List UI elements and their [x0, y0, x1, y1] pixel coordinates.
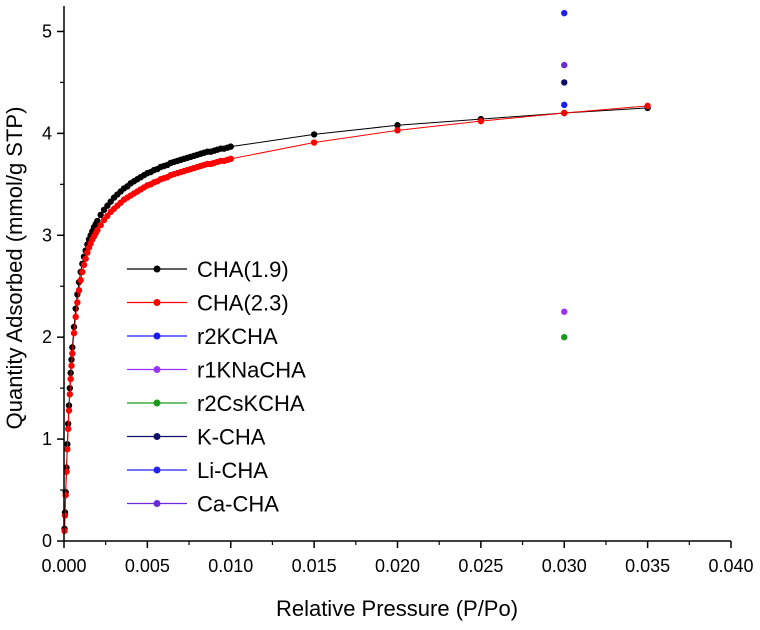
legend-swatch-marker — [153, 366, 161, 373]
data-point — [80, 261, 88, 269]
legend-swatch-marker — [153, 399, 161, 407]
series-CHA(2.3) — [61, 102, 651, 535]
legend-label: K-CHA — [197, 425, 266, 450]
legend-swatch-marker — [153, 265, 161, 273]
data-point — [65, 407, 73, 414]
data-point — [63, 468, 70, 475]
legend-item: K-CHA — [127, 425, 266, 450]
series-Li-CHA — [561, 9, 568, 17]
data-point — [68, 362, 75, 369]
data-point — [97, 221, 104, 229]
y-tick-label: 0 — [42, 531, 52, 551]
x-tick-label: 0.020 — [375, 556, 420, 576]
y-axis-title: Quantity Adsorbed (mmol/g STP) — [2, 107, 27, 430]
data-point — [77, 276, 84, 284]
x-tick-label: 0.035 — [625, 556, 670, 576]
data-point — [61, 512, 69, 519]
data-point — [64, 425, 72, 433]
legend-item: Li-CHA — [127, 458, 268, 483]
legend-item: CHA(2.3) — [127, 291, 289, 316]
legend-item: CHA(1.9) — [127, 257, 289, 282]
series-CHA(1.9) — [61, 104, 651, 532]
series-K-CHA — [561, 79, 568, 86]
legend-label: r2KCHA — [197, 324, 278, 349]
legend-label: r2CsKCHA — [197, 391, 305, 416]
data-point — [227, 143, 234, 150]
data-point — [561, 79, 568, 86]
data-point — [94, 226, 101, 234]
data-point — [82, 255, 89, 262]
data-point — [561, 101, 568, 109]
data-point — [69, 350, 76, 357]
legend-swatch-marker — [153, 299, 161, 306]
data-point — [644, 102, 651, 110]
x-axis: 0.000 0.005 0.010 0.015 0.020 0.025 0.030 0.035… — [41, 540, 754, 576]
data-point — [64, 446, 71, 453]
y-axis: 0 1 2 3 4 5 — [42, 6, 65, 551]
data-point — [74, 299, 81, 306]
legend-item: r1KNaCHA — [127, 358, 306, 383]
y-tick-label: 3 — [42, 225, 52, 245]
x-tick-label: 0.030 — [542, 556, 587, 576]
series-r2CsKCHA — [561, 333, 568, 341]
y-tick-label: 5 — [42, 21, 52, 41]
series-layer — [61, 9, 651, 535]
data-point — [79, 268, 86, 276]
data-point — [561, 308, 568, 315]
x-ticks: 0.000 0.005 0.010 0.015 0.020 0.025 0.030 0.035… — [41, 541, 754, 576]
data-point — [70, 329, 78, 337]
y-tick-label: 4 — [42, 123, 52, 143]
series-r2KCHA — [561, 101, 568, 109]
legend-swatch-marker — [153, 466, 161, 474]
legend-label: Li-CHA — [197, 458, 268, 483]
data-point — [75, 287, 83, 294]
data-point — [394, 122, 401, 129]
y-tick-label: 2 — [42, 327, 52, 347]
data-point — [477, 117, 485, 125]
series-r1KNaCHA — [561, 308, 568, 315]
data-point — [394, 127, 401, 134]
legend: CHA(1.9) CHA(2.3) r2KCHA r1KNaCHA r2CsKCHA K-… — [127, 257, 306, 517]
legend-item: r2KCHA — [127, 324, 278, 349]
legend-item: r2CsKCHA — [127, 391, 305, 416]
plot-area — [61, 9, 651, 535]
legend-label: r1KNaCHA — [197, 358, 306, 383]
x-tick-label: 0.015 — [292, 556, 337, 576]
legend-item: Ca-CHA — [127, 492, 279, 517]
data-point — [310, 139, 318, 146]
data-point — [67, 375, 74, 383]
x-tick-label: 0.040 — [708, 556, 753, 576]
data-point — [227, 155, 234, 163]
series-Ca-CHA — [561, 61, 568, 69]
data-point — [84, 249, 91, 256]
data-point — [561, 61, 568, 69]
y-tick-label: 1 — [42, 429, 52, 449]
x-tick-label: 0.000 — [41, 556, 86, 576]
legend-label: CHA(1.9) — [197, 257, 289, 282]
data-point — [561, 9, 568, 17]
data-point — [310, 131, 318, 138]
data-point — [561, 333, 568, 341]
legend-swatch-marker — [153, 332, 161, 340]
x-tick-label: 0.005 — [125, 556, 170, 576]
data-point — [70, 323, 78, 331]
data-point — [72, 313, 79, 321]
legend-label: Ca-CHA — [197, 492, 279, 517]
legend-swatch-marker — [153, 433, 161, 440]
data-point — [97, 211, 104, 219]
x-axis-title: Relative Pressure (P/Po) — [276, 596, 518, 621]
data-point — [72, 305, 79, 312]
data-point — [66, 391, 74, 398]
data-point — [561, 109, 568, 117]
legend-label: CHA(2.3) — [197, 291, 289, 316]
legend-swatch-marker — [153, 500, 161, 507]
y-ticks: 0 1 2 3 4 5 — [42, 21, 64, 551]
x-tick-label: 0.010 — [208, 556, 253, 576]
x-tick-label: 0.025 — [458, 556, 503, 576]
